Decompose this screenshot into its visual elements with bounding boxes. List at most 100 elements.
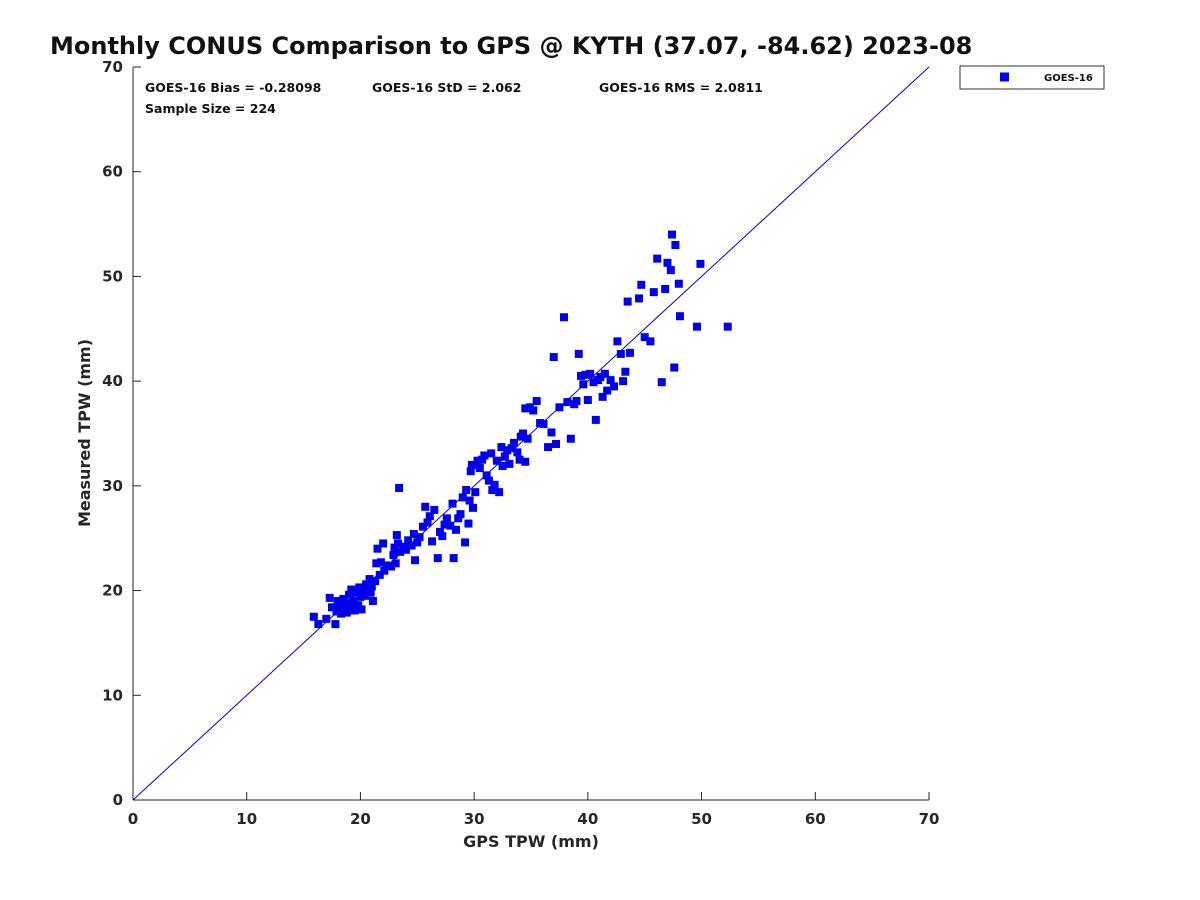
data-point xyxy=(325,593,334,602)
data-point xyxy=(670,363,679,372)
data-point xyxy=(458,493,467,502)
data-point xyxy=(574,349,583,358)
data-point xyxy=(603,386,612,395)
data-point xyxy=(480,451,489,460)
data-point xyxy=(586,369,595,378)
data-point xyxy=(423,518,432,527)
data-point xyxy=(488,486,497,495)
data-point xyxy=(616,349,625,358)
data-point xyxy=(373,544,382,553)
data-point xyxy=(346,603,355,612)
data-point xyxy=(395,483,404,492)
identity-line xyxy=(132,66,930,801)
data-point xyxy=(333,597,342,606)
y-tick-label: 20 xyxy=(102,582,123,600)
data-point xyxy=(421,502,430,511)
data-point xyxy=(666,266,675,275)
data-point xyxy=(350,606,359,615)
data-point xyxy=(579,380,588,389)
data-point xyxy=(500,452,509,461)
data-point xyxy=(462,486,471,495)
data-point xyxy=(555,403,564,412)
data-point xyxy=(349,597,358,606)
data-point xyxy=(343,599,352,608)
y-axis-label: Measured TPW (mm) xyxy=(75,339,94,527)
data-point xyxy=(428,537,437,546)
data-point xyxy=(372,559,381,568)
data-point xyxy=(552,439,561,448)
x-tick-label: 30 xyxy=(464,810,485,828)
data-point xyxy=(339,594,348,603)
data-point xyxy=(433,554,442,563)
data-point xyxy=(671,241,680,250)
data-point xyxy=(375,570,384,579)
data-point xyxy=(478,455,487,464)
data-point xyxy=(440,520,449,529)
x-tick-label: 10 xyxy=(236,810,257,828)
data-point xyxy=(418,522,427,531)
data-point xyxy=(451,525,460,534)
sample-size-stat: Sample Size = 224 xyxy=(145,101,276,116)
data-point xyxy=(438,532,447,541)
data-point xyxy=(623,297,632,306)
data-point xyxy=(356,592,365,601)
data-point xyxy=(495,488,504,497)
data-point xyxy=(544,443,553,452)
x-tick-label: 20 xyxy=(350,810,371,828)
data-point xyxy=(563,398,572,407)
data-point xyxy=(723,322,732,331)
data-point xyxy=(461,538,470,547)
data-point xyxy=(566,434,575,443)
data-point xyxy=(559,313,568,322)
data-point xyxy=(411,556,420,565)
data-point xyxy=(509,438,518,447)
legend-label-goes-16: GOES-16 xyxy=(1044,73,1093,84)
x-tick-label: 0 xyxy=(128,810,138,828)
data-point xyxy=(646,337,655,346)
y-tick-label: 40 xyxy=(102,372,123,390)
data-point xyxy=(640,333,649,342)
data-point xyxy=(382,561,391,570)
data-point xyxy=(351,588,360,597)
data-point xyxy=(606,376,615,385)
legend: GOES-16 xyxy=(959,65,1105,90)
data-point xyxy=(515,455,524,464)
data-point xyxy=(473,456,482,465)
data-point xyxy=(497,443,506,452)
data-point xyxy=(484,476,493,485)
std-stat: GOES-16 StD = 2.062 xyxy=(372,80,521,95)
data-point xyxy=(577,371,586,380)
data-point xyxy=(409,530,418,539)
data-point xyxy=(367,582,376,591)
data-point xyxy=(442,514,451,523)
data-point xyxy=(519,429,528,438)
data-point xyxy=(583,395,592,404)
x-tick-label: 40 xyxy=(577,810,598,828)
data-point xyxy=(589,378,598,387)
data-point xyxy=(360,591,369,600)
data-point xyxy=(596,372,605,381)
data-point xyxy=(532,397,541,406)
data-point xyxy=(503,446,512,455)
data-point xyxy=(449,554,458,563)
data-point xyxy=(415,533,424,542)
data-point xyxy=(347,585,356,594)
data-point xyxy=(539,420,548,429)
data-point xyxy=(379,539,388,548)
data-point xyxy=(581,370,590,379)
data-point xyxy=(366,588,375,597)
data-point xyxy=(521,404,530,413)
data-point xyxy=(547,428,556,437)
data-point xyxy=(335,602,344,611)
data-point xyxy=(637,280,646,289)
data-point xyxy=(663,258,672,267)
data-point xyxy=(466,467,475,476)
data-point xyxy=(693,322,702,331)
data-point xyxy=(619,377,628,386)
y-tick-label: 50 xyxy=(102,267,123,285)
data-point xyxy=(657,378,666,387)
data-point xyxy=(635,294,644,303)
data-point xyxy=(362,580,371,589)
x-tick-label: 70 xyxy=(919,810,940,828)
data-point xyxy=(482,471,491,480)
